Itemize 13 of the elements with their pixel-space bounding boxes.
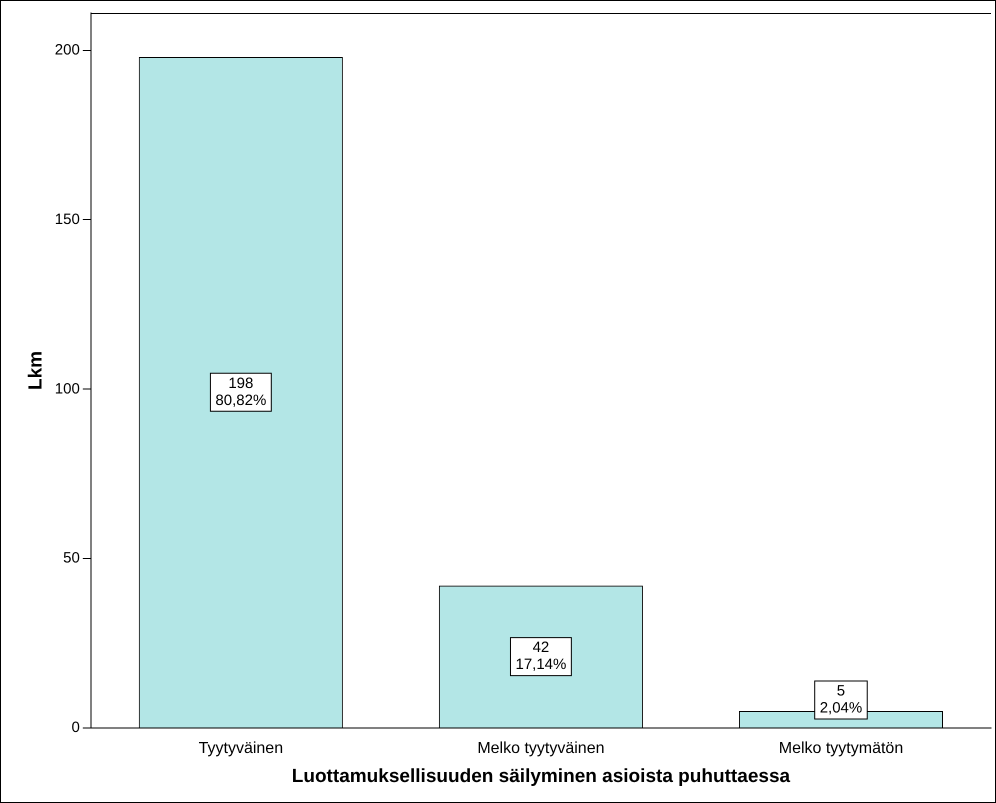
y-tick-label: 0 bbox=[71, 719, 80, 736]
y-tick-label: 100 bbox=[54, 380, 80, 398]
y-tick-label: 150 bbox=[54, 210, 80, 228]
y-axis-title: Lkm bbox=[26, 350, 47, 390]
data-label: 42 17,14% bbox=[515, 639, 566, 674]
y-tick-label: 200 bbox=[54, 41, 80, 58]
data-label: 5 2,04% bbox=[820, 682, 862, 717]
x-axis-title: Luottamuksellisuuden säilyminen asioista puhuttaessa bbox=[292, 766, 791, 787]
x-tick-label: Melko tyytyväinen bbox=[477, 740, 604, 758]
data-label: 198 80,82% bbox=[215, 374, 266, 409]
x-tick-label: Melko tyytymätön bbox=[778, 740, 904, 758]
x-tick-label: Tyytyväinen bbox=[198, 740, 284, 758]
y-tick-label: 50 bbox=[63, 550, 80, 567]
